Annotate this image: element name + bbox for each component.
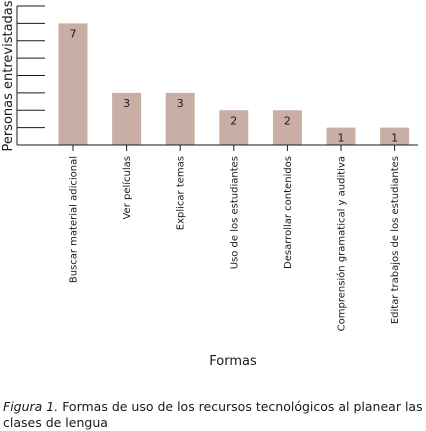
data-label: 7 bbox=[70, 27, 77, 40]
bar-chart: 7 3 3 2 2 1 1 Buscar material adicional Ver pel… bbox=[1, 0, 418, 369]
x-axis-title: Formas bbox=[209, 354, 257, 369]
category-label: Desarrollar contenidos bbox=[283, 156, 294, 269]
data-labels: 7 3 3 2 2 1 1 bbox=[70, 27, 399, 144]
y-axis-ticks bbox=[17, 5, 45, 146]
bar bbox=[272, 110, 302, 145]
bar bbox=[112, 92, 142, 145]
category-labels: Buscar material adicional Ver películas Ex… bbox=[69, 145, 401, 331]
y-axis-title: Personas entrevistadas bbox=[1, 0, 16, 151]
bar bbox=[380, 127, 410, 145]
category-label: Editar trabajos de los estudiantes bbox=[390, 156, 401, 324]
data-label: 3 bbox=[177, 97, 184, 110]
bar bbox=[326, 127, 356, 145]
category-label: Uso de los estudiantes bbox=[229, 156, 240, 269]
bar bbox=[219, 110, 249, 145]
bars bbox=[58, 23, 410, 145]
figure-caption: Figura 1. Formas de uso de los recursos … bbox=[3, 399, 423, 431]
data-label: 2 bbox=[284, 114, 291, 127]
bar bbox=[58, 23, 88, 145]
category-label: Ver películas bbox=[121, 156, 133, 220]
figure-number: Figura 1. bbox=[3, 399, 59, 414]
data-label: 1 bbox=[338, 132, 345, 145]
bar bbox=[165, 92, 195, 145]
category-label: Explicar temas bbox=[176, 156, 187, 230]
data-label: 2 bbox=[230, 114, 237, 127]
category-label: Buscar material adicional bbox=[69, 156, 80, 283]
category-label: Comprensión gramatical y auditiva bbox=[336, 156, 348, 331]
data-label: 3 bbox=[123, 97, 130, 110]
figure-caption-text: Formas de uso de los recursos tecnológic… bbox=[3, 399, 423, 430]
data-label: 1 bbox=[391, 132, 398, 145]
